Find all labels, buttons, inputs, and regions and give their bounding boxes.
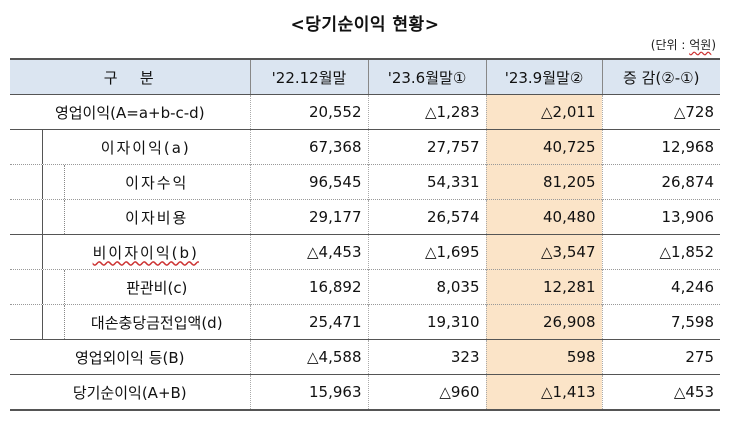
value-cell: 26,908 [485,304,602,340]
header-category: 구 분 [10,58,250,95]
value-cell: △4,453 [249,234,368,270]
value-cell: △1,852 [601,234,720,270]
header-row: 구 분 '22.12월말 '23.6월말① '23.9월말② 증 감(②-①) [10,58,720,95]
value-cell: 19,310 [367,304,486,340]
table-row: 이자비용 29,177 26,574 40,480 13,906 [10,199,720,235]
unit-note: (단위 : 억원) [651,36,716,53]
row-label: 당기순이익(A+B) [72,383,187,402]
value-cell: 4,246 [601,269,720,305]
value-cell: 81,205 [485,164,602,200]
row-label: 판관비(c) [126,278,188,297]
row-label-cell: 판관비(c) [10,269,250,305]
value-cell: 96,545 [249,164,368,200]
value-cell: 16,892 [249,269,368,305]
table-row: 이자이익(a) 67,368 27,757 40,725 12,968 [10,129,720,165]
row-label-cell: 이자이익(a) [10,129,250,165]
value-cell: △1,413 [485,374,602,411]
value-cell: 598 [485,339,602,375]
value-cell: △1,283 [367,94,486,130]
value-cell: 40,725 [485,129,602,165]
row-label: 영업외이익 등(B) [74,348,185,367]
row-label-cell: 비이자이익(b) [10,234,250,270]
value-cell: 15,963 [249,374,368,411]
value-cell: △728 [601,94,720,130]
value-cell: △4,588 [249,339,368,375]
row-label: 이자비용 [125,208,189,227]
table-row: 영업이익(A=a+b-c-d) 20,552 △1,283 △2,011 △72… [10,94,720,130]
value-cell: 40,480 [485,199,602,235]
header-change: 증 감(②-①) [601,58,720,95]
table-row: 판관비(c) 16,892 8,035 12,281 4,246 [10,269,720,305]
row-label: 이자이익(a) [100,138,191,157]
row-label-cell: 영업외이익 등(B) [10,339,250,375]
unit-suffix: ) [711,38,716,52]
row-label: 이자수익 [125,173,189,192]
value-cell: 25,471 [249,304,368,340]
table-row: 영업외이익 등(B) △4,588 323 598 275 [10,339,720,375]
table-title: <당기순이익 현황> [290,15,440,35]
row-label: 대손충당금전입액(d) [90,313,223,332]
header-jun23: '23.6월말① [367,58,486,95]
value-cell: 27,757 [367,129,486,165]
value-cell: 29,177 [249,199,368,235]
row-label-cell: 이자비용 [10,199,250,235]
value-cell: △453 [601,374,720,411]
value-cell: △960 [367,374,486,411]
row-label-cell: 당기순이익(A+B) [10,374,250,411]
unit-value: 억원 [689,38,712,52]
value-cell: △1,695 [367,234,486,270]
value-cell: 26,574 [367,199,486,235]
table-row: 이자수익 96,545 54,331 81,205 26,874 [10,164,720,200]
value-cell: 323 [367,339,486,375]
value-cell: 20,552 [249,94,368,130]
value-cell: 13,906 [601,199,720,235]
header-sep23: '23.9월말② [485,58,602,95]
header-dec22: '22.12월말 [249,58,368,95]
value-cell: △2,011 [485,94,602,130]
unit-prefix: (단위 : [650,38,690,52]
value-cell: △3,547 [485,234,602,270]
row-label-text: 비이자이익(b) [92,243,199,262]
row-label-cell: 영업이익(A=a+b-c-d) [10,95,250,130]
table-row: 당기순이익(A+B) 15,963 △960 △1,413 △453 [10,374,720,411]
row-label-cell: 대손충당금전입액(d) [10,304,250,340]
value-cell: 26,874 [601,164,720,200]
value-cell: 12,281 [485,269,602,305]
value-cell: 54,331 [367,164,486,200]
value-cell: 275 [601,339,720,375]
row-label-cell: 이자수익 [10,164,250,200]
net-income-table: 구 분 '22.12월말 '23.6월말① '23.9월말② 증 감(②-①) … [10,58,720,411]
value-cell: 8,035 [367,269,486,305]
table-row: 비이자이익(b) △4,453 △1,695 △3,547 △1,852 [10,234,720,270]
value-cell: 7,598 [601,304,720,340]
row-label: 비이자이익(b) [42,235,250,269]
row-label: 영업이익(A=a+b-c-d) [54,103,205,122]
value-cell: 67,368 [249,129,368,165]
table-row: 대손충당금전입액(d) 25,471 19,310 26,908 7,598 [10,304,720,340]
value-cell: 12,968 [601,129,720,165]
